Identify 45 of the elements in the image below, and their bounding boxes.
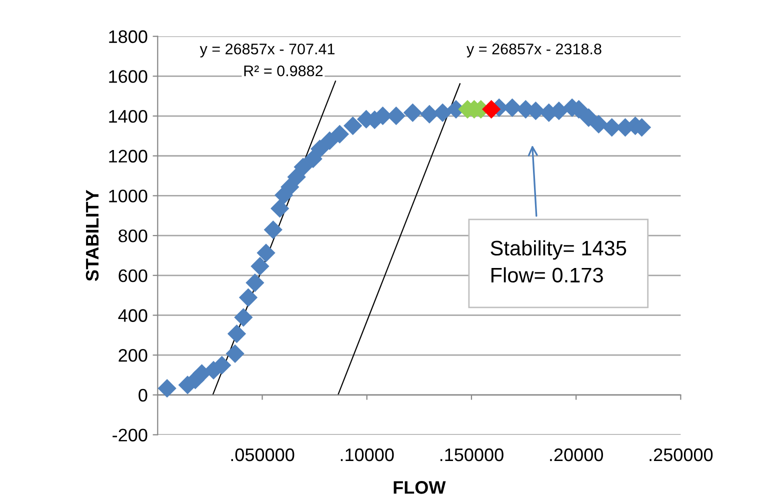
x-tick-label: .10000 xyxy=(340,448,394,462)
y-tick-label: 0 xyxy=(138,388,148,402)
y-tick-label: 1400 xyxy=(109,110,148,123)
x-tick-label: .150000 xyxy=(440,448,504,462)
point xyxy=(227,324,246,344)
y-tick-label: 600 xyxy=(118,269,148,282)
point xyxy=(246,273,264,292)
annotation: Stability= 1435 Flow= 0.173 xyxy=(490,240,626,283)
y-axis-title: STABILITY xyxy=(86,190,99,282)
y-tick-label: 1000 xyxy=(109,190,148,202)
x-tick-label: .050000 xyxy=(231,448,294,462)
point xyxy=(264,220,282,240)
point xyxy=(482,100,501,119)
point xyxy=(238,288,258,307)
y-tick-label: 400 xyxy=(118,309,148,322)
point xyxy=(304,150,322,168)
point xyxy=(420,104,439,124)
y-tick-label: 1600 xyxy=(109,70,148,83)
point xyxy=(294,158,312,176)
x-axis-title: FLOW xyxy=(394,481,446,494)
point xyxy=(330,124,349,144)
annotation: y = 26857x - 2318.8 xyxy=(466,44,602,58)
point xyxy=(226,344,244,363)
y-tick-label: 1200 xyxy=(109,150,148,163)
point xyxy=(256,244,276,262)
annotation: y = 26857x - 707.41 xyxy=(200,44,334,58)
point xyxy=(589,114,608,134)
point xyxy=(579,108,598,127)
point xyxy=(250,256,270,276)
point xyxy=(270,199,290,218)
x-tick-label: .250000 xyxy=(650,448,713,462)
point xyxy=(403,103,422,122)
point xyxy=(433,103,452,122)
point xyxy=(158,379,176,398)
point xyxy=(287,168,306,186)
y-tick-label: 200 xyxy=(118,349,148,362)
y-tick-label: 1800 xyxy=(109,30,148,44)
x-tick-label: .20000 xyxy=(550,448,603,462)
point xyxy=(234,308,253,327)
point xyxy=(310,140,330,158)
annotation: R² = 0.9882 xyxy=(244,65,323,76)
y-tick-label: 800 xyxy=(118,229,148,242)
y-tick-label: -200 xyxy=(112,428,148,442)
point xyxy=(320,131,339,150)
point xyxy=(344,116,362,136)
